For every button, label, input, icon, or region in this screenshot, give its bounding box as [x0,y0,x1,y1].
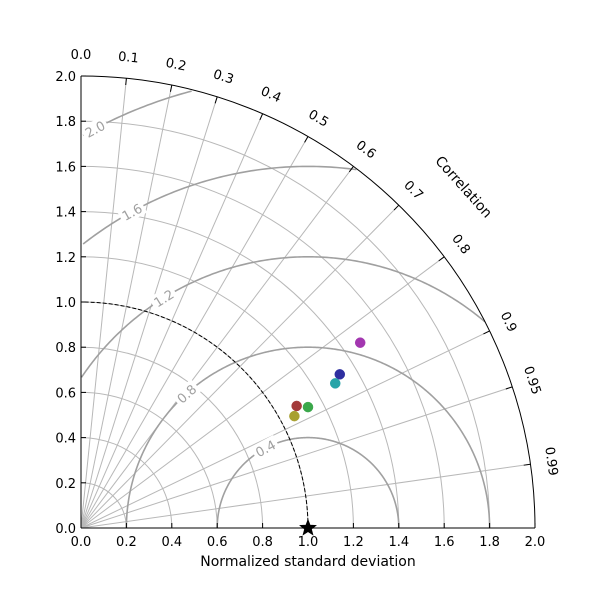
data-point [334,369,346,380]
correlation-tick-label: 0.3 [211,67,235,88]
y-tick-label: 2.0 [55,70,76,85]
correlation-tick-label: 0.8 [448,232,472,258]
y-tick-label: 0.4 [55,432,76,447]
x-tick-label: 0.6 [207,535,228,550]
rms-contour-label-bg [148,284,179,312]
correlation-tick-label: 0.95 [520,364,543,396]
correlation-tick [214,96,218,104]
x-tick-label: 1.4 [388,535,409,550]
y-tick-label: 0.8 [55,341,76,356]
std-grid-arc [80,211,400,529]
std-grid-arc [80,165,445,529]
std-grid-arc [80,346,264,529]
correlation-tick-label: 0.7 [400,178,425,203]
x-tick-label: 2.0 [525,535,546,550]
correlation-tick-label: 0.5 [306,107,331,130]
correlation-tick [169,85,173,92]
data-point [291,400,302,412]
std-grid-arc [80,391,218,529]
correlation-grid-line [80,166,354,529]
x-tick-label: 1.8 [479,535,500,550]
grid-layer [80,78,531,529]
correlation-grid-line [80,96,218,529]
correlation-tick [523,463,531,466]
data-point [302,401,314,413]
x-tick-label: 0.8 [252,535,273,550]
correlation-tick-label: 0.0 [71,48,92,63]
correlation-tick-label: 0.9 [497,310,520,335]
reference-std-arc [80,301,309,529]
correlation-tick [483,330,490,335]
correlation-tick-label: 0.6 [353,138,379,162]
x-tick-label: 1.0 [298,535,319,550]
data-point [354,337,366,348]
y-tick-label: 0.2 [55,477,76,492]
x-tick-label: 0.2 [116,535,137,550]
correlation-tick-label: 0.99 [541,446,560,477]
x-tick-label: 1.2 [343,535,364,550]
correlation-tick [125,78,127,86]
correlation-tick-label: 0.1 [117,50,139,67]
rms-contour [216,436,400,528]
x-tick-label: 0.0 [71,535,92,550]
data-point [329,378,341,389]
rms-contour-label-bg [79,115,111,143]
outer-correlation-arc [80,75,536,529]
y-tick-label: 1.4 [55,206,76,221]
correlation-tick-label: 0.4 [258,84,283,106]
axes [80,75,536,529]
correlation-axis-label: Correlation [431,153,494,221]
correlation-tick [304,136,309,143]
std-grid-arc [80,256,354,529]
rms-contour [125,346,491,529]
y-tick-label: 0.0 [55,522,76,537]
rms-contour-label-bg [171,378,202,409]
std-grid-arc [80,120,491,529]
y-tick-label: 1.2 [55,251,76,266]
y-tick-label: 1.6 [55,160,76,175]
data-points [289,337,366,536]
y-tick-label: 0.6 [55,386,76,401]
correlation-tick [259,113,264,121]
x-axis-label: Normalized standard deviation [200,554,415,570]
correlation-grid-line [80,386,513,529]
correlation-tick [348,166,354,173]
data-point [289,410,300,422]
reference-star [299,518,317,536]
correlation-grid-line [80,113,264,529]
tick-labels: 0.0 0.2 0.4 0.6 0.8 1.0 1.2 1.4 1.6 1.8 2.0 0.0 0.2 0… [55,48,560,550]
correlation-tick [438,256,445,262]
correlation-tick-label: 0.2 [164,56,187,75]
x-tick-label: 0.4 [161,535,182,550]
y-tick-label: 1.8 [55,115,76,130]
correlation-tick [393,204,400,211]
rms-contour [82,165,357,245]
rms-contour-label-bg [250,435,281,462]
rms-contour-label-bg [116,198,148,226]
y-tick-label: 1.0 [55,296,76,311]
correlation-tick [505,386,513,390]
rms-contour [80,255,486,378]
x-tick-label: 1.6 [434,535,455,550]
correlation-grid-line [80,330,490,529]
